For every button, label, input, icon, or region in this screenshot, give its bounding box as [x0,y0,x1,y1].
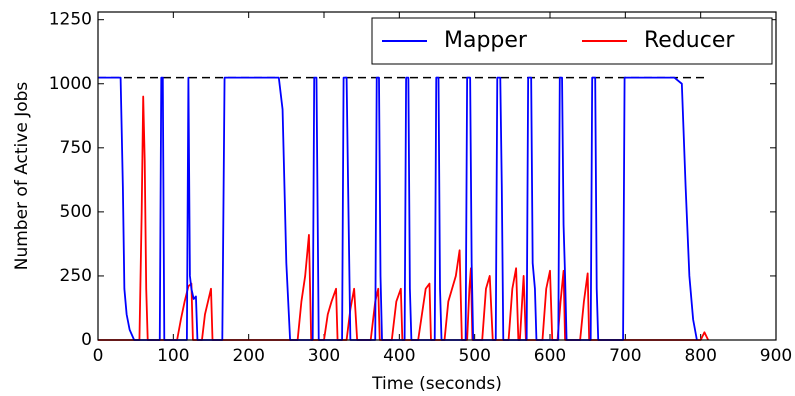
y-tick-label: 750 [60,138,92,158]
y-tick-label: 500 [60,202,92,222]
y-tick-label: 0 [81,330,92,350]
y-axis-label: Number of Active Jobs [12,82,32,271]
series-line [98,76,698,341]
x-tick-label: 500 [458,346,490,366]
x-tick-label: 100 [157,346,189,366]
x-tick-label: 300 [308,346,340,366]
legend-box [371,17,773,65]
x-tick-label: 700 [609,346,641,366]
legend-label: Reducer [644,28,735,53]
legend-label: Mapper [444,28,528,53]
x-tick-label: 0 [93,346,104,366]
y-tick-label: 250 [60,266,92,286]
x-tick-label: 400 [383,346,415,366]
x-tick-label: 600 [534,346,566,366]
y-tick-label: 1000 [49,74,92,94]
y-tick-label: 1250 [49,10,92,30]
x-tick-label: 200 [232,346,264,366]
x-tick-label: 900 [760,346,792,366]
x-tick-label: 800 [684,346,716,366]
x-axis-label: Time (seconds) [371,374,502,394]
plot-frame [97,11,777,341]
